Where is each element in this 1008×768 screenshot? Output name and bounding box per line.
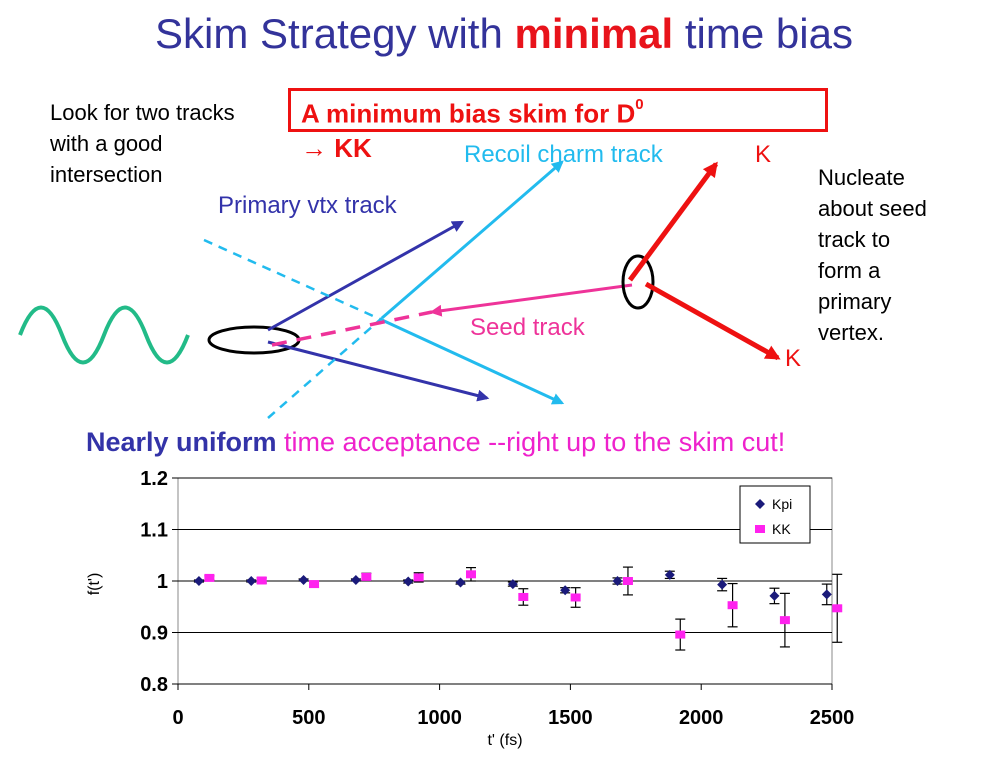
recoil-track-label: Recoil charm track [464, 141, 663, 168]
seed-vertex-ellipse [621, 254, 655, 310]
data-point-kpi [246, 576, 257, 586]
k-label-top: K [755, 141, 772, 168]
y-tick-label: 1.2 [140, 468, 168, 490]
x-tick-label: 0 [172, 707, 183, 729]
data-point-kk [622, 577, 633, 585]
data-point-kpi [717, 579, 728, 590]
data-point-kk [361, 572, 372, 581]
k-track-lower [644, 281, 781, 361]
primary-track-label: Primary vtx track [218, 192, 397, 219]
data-point-kk [518, 592, 529, 601]
data-point-kk [675, 630, 686, 639]
y-tick-label: 1 [157, 571, 168, 593]
x-tick-label: 1000 [417, 707, 462, 729]
data-point-kpi [298, 574, 309, 585]
skim-box [288, 88, 828, 132]
data-point-kk [309, 580, 320, 589]
seed-track-label: Seed track [470, 314, 585, 341]
data-point-kk [832, 604, 843, 613]
y-axis-label: f(t') [86, 573, 103, 596]
cyan-track-lower [381, 318, 565, 405]
left-note: Look for two tracks with a good intersec… [50, 100, 235, 187]
data-point-kk [779, 616, 790, 625]
skim-box-text: A minimum bias skim for D0 → KK [301, 96, 644, 163]
recoil-track [381, 160, 564, 320]
x-tick-label: 2000 [679, 707, 724, 729]
x-tick-label: 2500 [810, 707, 855, 729]
data-point-kpi [560, 585, 571, 596]
x-tick-label: 1500 [548, 707, 593, 729]
data-point-kpi [350, 574, 361, 585]
data-point-kpi [507, 579, 518, 590]
legend-marker [755, 499, 765, 509]
y-tick-label: 0.9 [140, 623, 168, 645]
k-label-bottom: K [785, 345, 802, 372]
primary-track-lower [267, 340, 490, 402]
data-point-kpi [664, 569, 675, 580]
data-point-kpi [455, 577, 466, 588]
data-point-kpi [612, 576, 623, 586]
uniform-caption: Nearly uniform time acceptance --right u… [86, 427, 786, 457]
legend-box [739, 485, 811, 544]
data-point-kpi [769, 590, 780, 601]
cyan-dashed-back [203, 238, 383, 322]
seed-track [429, 283, 633, 317]
data-point-kk [727, 601, 738, 610]
right-note: Nucleate about seed track to form a prim… [818, 165, 927, 345]
primary-track-upper [267, 220, 465, 332]
data-point-kk [256, 576, 267, 585]
legend-marker [755, 525, 765, 533]
y-tick-label: 0.8 [140, 674, 168, 696]
data-point-kk [204, 573, 215, 582]
seed-track-dashed [271, 310, 433, 347]
data-point-kk [413, 573, 424, 582]
x-axis-label: t' (fs) [487, 732, 522, 749]
page-title: Skim Strategy with minimal time bias [155, 10, 853, 57]
data-point-kk [465, 570, 476, 579]
data-point-kpi [193, 576, 204, 586]
k-track-upper [627, 161, 719, 282]
y-tick-label: 1.1 [140, 520, 168, 542]
data-point-kpi [403, 576, 414, 587]
x-tick-label: 500 [292, 707, 325, 729]
data-point-kpi [821, 589, 832, 600]
legend-label: KK [772, 521, 791, 537]
legend-label: Kpi [772, 496, 792, 512]
data-point-kk [570, 593, 581, 602]
photon-wave [18, 305, 190, 365]
